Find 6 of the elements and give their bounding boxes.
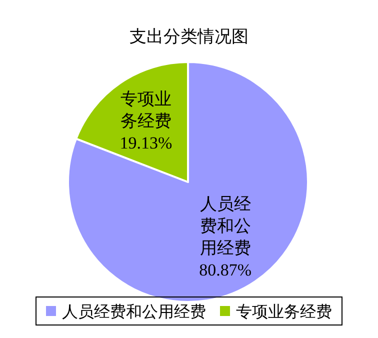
legend-label: 人员经费和公用经费 [62,303,206,321]
legend-label: 专项业务经费 [236,303,332,321]
pie-slice [67,61,309,303]
chart-title: 支出分类情况图 [130,27,248,46]
data-label: 人员经费和公用经费80.87% [199,194,252,280]
data-label: 专项业务经费19.13% [120,90,172,153]
